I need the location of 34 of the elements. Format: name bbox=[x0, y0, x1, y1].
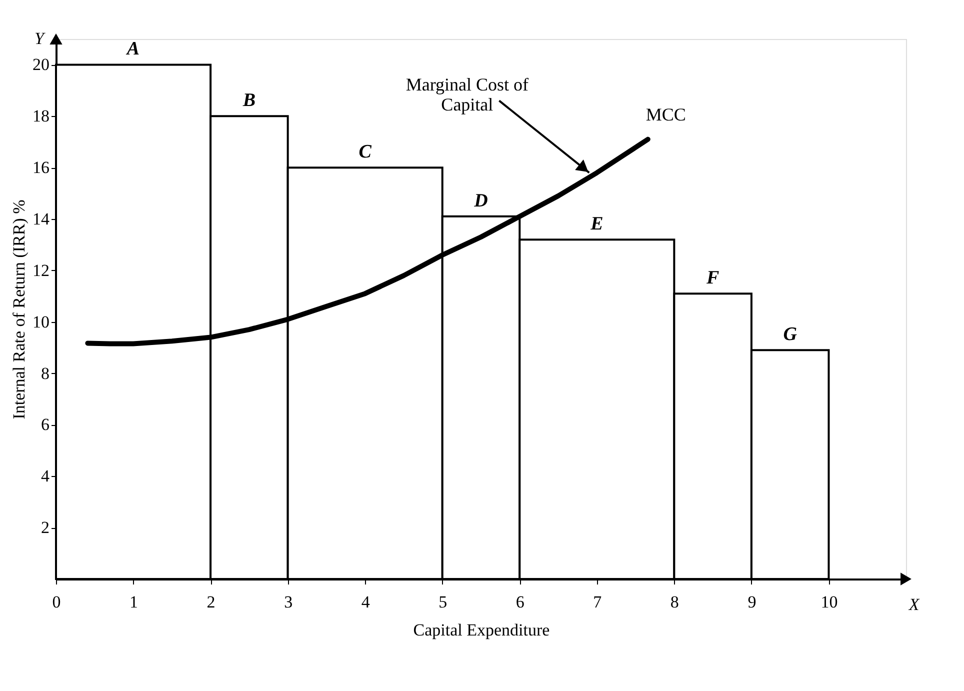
annotation: G bbox=[783, 324, 798, 346]
x-tick-label: 7 bbox=[593, 592, 602, 612]
x-tick-label: 5 bbox=[438, 592, 448, 612]
annotation: F bbox=[705, 268, 720, 289]
x-tick-label: 4 bbox=[361, 592, 370, 612]
y-tick-label: 16 bbox=[32, 158, 50, 178]
x-tick-label: 1 bbox=[130, 592, 138, 612]
x-tick-label: 0 bbox=[52, 592, 61, 612]
y-tick-label: 14 bbox=[32, 210, 50, 228]
text: X bbox=[908, 595, 920, 614]
annotation: Marginal Cost of Capital bbox=[406, 74, 529, 115]
annotation: E bbox=[590, 214, 604, 235]
y-axis-title: Internal Rate of Return (IRR) % bbox=[10, 200, 28, 420]
annotation: A bbox=[126, 38, 140, 60]
y-tick-label: 6 bbox=[41, 415, 50, 434]
text: Y bbox=[34, 29, 46, 48]
y-tick-label: 2 bbox=[41, 518, 50, 538]
y-tick-label: 10 bbox=[32, 312, 50, 332]
x-tick-label: 6 bbox=[516, 592, 524, 612]
annotation: B bbox=[242, 90, 256, 112]
x-tick-label: 2 bbox=[206, 592, 216, 612]
y-tick-label: 12 bbox=[32, 260, 50, 280]
y-tick-label: 4 bbox=[41, 466, 50, 486]
annotation: D bbox=[473, 190, 488, 212]
y-tick-label: 8 bbox=[41, 364, 50, 383]
y-tick-label: 18 bbox=[32, 106, 50, 126]
x-tick-label: 3 bbox=[284, 592, 293, 612]
x-tick-label: 9 bbox=[748, 592, 756, 612]
x-tick-label: 8 bbox=[670, 592, 679, 612]
annotation: C bbox=[358, 142, 372, 163]
x-tick-label: 10 bbox=[820, 592, 838, 612]
y-tick-label: 20 bbox=[32, 55, 50, 74]
x-axis-title: Capital Expenditure bbox=[413, 620, 550, 640]
series-label: MCC bbox=[646, 104, 686, 124]
